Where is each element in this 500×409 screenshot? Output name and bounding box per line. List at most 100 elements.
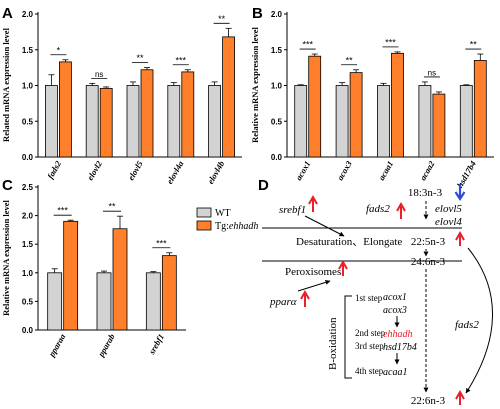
bar: [161, 255, 177, 331]
legend-label-wt: WT: [215, 208, 231, 219]
label-ppara: pparα: [269, 296, 297, 308]
b-oxidation-bracket: [344, 295, 352, 379]
label-hsd17b4: hsd17b4: [383, 342, 417, 353]
bar: [335, 85, 349, 158]
y-tick-label: 1.0: [271, 82, 283, 91]
y-tick-label: 0.5: [271, 117, 283, 126]
bar: [459, 85, 473, 158]
significance-label: **: [470, 40, 478, 50]
significance-label: ns: [428, 68, 436, 77]
bar: [47, 272, 63, 331]
y-tick-label: 0.0: [271, 153, 283, 162]
label-acaa1: acaa1: [383, 367, 407, 378]
bar: [85, 85, 99, 158]
y-tick-label: 2.0: [22, 10, 34, 19]
y-tick-label: 1.0: [22, 82, 34, 91]
panel-label-d: D: [258, 177, 269, 194]
category-label: elovl5: [126, 158, 145, 182]
bar: [99, 87, 113, 158]
category-label: srebf1: [146, 332, 166, 357]
label-b-oxidation: B-oxidation: [327, 317, 339, 370]
panel-label-a: A: [2, 5, 13, 22]
significance-label: **: [346, 55, 354, 65]
chart-c: 0.0 0.5 1.0 1.5 2.0 2.5 Relative mRNA expressi…: [1, 183, 186, 359]
legend-tg-prefix: Tg:: [215, 221, 229, 232]
label-desaturation: Desaturation、Elongate: [296, 236, 402, 248]
panel-label-c: C: [2, 177, 13, 194]
significance-label: **: [218, 14, 226, 24]
significance-label: ***: [176, 55, 187, 65]
metabolite-22-5n3: 22:5n-3: [411, 236, 446, 248]
bar: [294, 85, 308, 158]
metabolite-18-3n3: 18:3n-3: [408, 187, 443, 199]
label-fads2-right: fads2: [455, 319, 479, 331]
y-axis-label: Related mRNA expression level: [1, 27, 11, 142]
y-axis-label: Relative mRNA expression level: [1, 199, 11, 315]
label-acox3: acox3: [383, 305, 407, 316]
category-label: hsd17b4: [455, 159, 478, 189]
y-axis-label: Relative mRNA expression level: [250, 26, 260, 142]
legend-label-tg: Tg:ehhadh: [215, 221, 258, 232]
significance-label: ***: [385, 37, 396, 47]
chart-b: 0.0 0.5 1.0 1.5 2.0 Relative mRNA expression …: [250, 10, 494, 189]
legend-swatch-wt: [196, 207, 212, 218]
label-fads2-left: fads2: [366, 203, 390, 215]
significance-label: ***: [156, 238, 167, 248]
significance-label: *: [57, 45, 61, 55]
category-label: acox3: [335, 158, 354, 182]
category-label: elovl4b: [205, 159, 226, 186]
bar: [349, 72, 363, 158]
label-elovl4: elovl4: [435, 216, 462, 228]
bar: [222, 36, 236, 158]
pathway-diagram: 18:3n-3 srebf1 fads2 elovl5 elovl4 Desat…: [262, 184, 493, 407]
y-tick-label: 2.0: [271, 10, 283, 19]
bar: [126, 85, 140, 158]
y-tick-label: 0.5: [22, 117, 34, 126]
bar: [96, 272, 112, 331]
bar: [377, 85, 390, 158]
y-tick-label: 1.5: [271, 46, 283, 55]
category-label: acaa2: [418, 158, 437, 182]
significance-label: **: [108, 202, 116, 212]
category-label: fads2: [45, 158, 63, 180]
bar: [308, 55, 322, 158]
bar: [391, 52, 404, 158]
label-step2: 2nd step: [355, 328, 386, 338]
y-tick-label: 0.0: [22, 326, 34, 335]
bar: [140, 69, 154, 158]
bar: [181, 71, 195, 158]
bar: [59, 61, 72, 158]
bar: [167, 85, 181, 158]
bar: [418, 85, 432, 158]
srebf1-arrow: [304, 215, 345, 237]
label-elovl5: elovl5: [435, 203, 462, 215]
legend-swatch-tg: [196, 220, 212, 231]
y-tick-label: 0.5: [22, 297, 34, 306]
y-tick-label: 2.0: [22, 212, 34, 221]
significance-label: **: [136, 53, 144, 63]
metabolite-22-6n3: 22:6n-3: [411, 395, 446, 407]
y-tick-label: 1.5: [22, 46, 34, 55]
legend: WT Tg:ehhadh: [196, 207, 258, 232]
bar: [145, 272, 161, 331]
bar: [63, 220, 79, 331]
significance-label: ***: [302, 40, 313, 50]
y-tick-label: 1.0: [22, 269, 34, 278]
metabolite-24-6n3: 24:6n-3: [411, 256, 446, 268]
bar: [473, 60, 487, 158]
significance-label: ns: [95, 70, 103, 79]
label-srebf1: srebf1: [279, 204, 306, 216]
bar: [432, 93, 446, 158]
bar: [208, 85, 222, 158]
y-tick-label: 1.5: [22, 240, 34, 249]
label-acox1: acox1: [383, 292, 407, 303]
label-ehhadh: ehhadh: [383, 329, 412, 340]
label-step4: 4th step: [355, 366, 384, 376]
category-label: acaa1: [376, 159, 395, 182]
label-step3: 3rd step: [355, 341, 384, 351]
category-label: elovl2: [85, 158, 104, 182]
category-label: pparaa: [46, 331, 68, 359]
bar: [112, 228, 128, 331]
bar: [45, 85, 58, 158]
